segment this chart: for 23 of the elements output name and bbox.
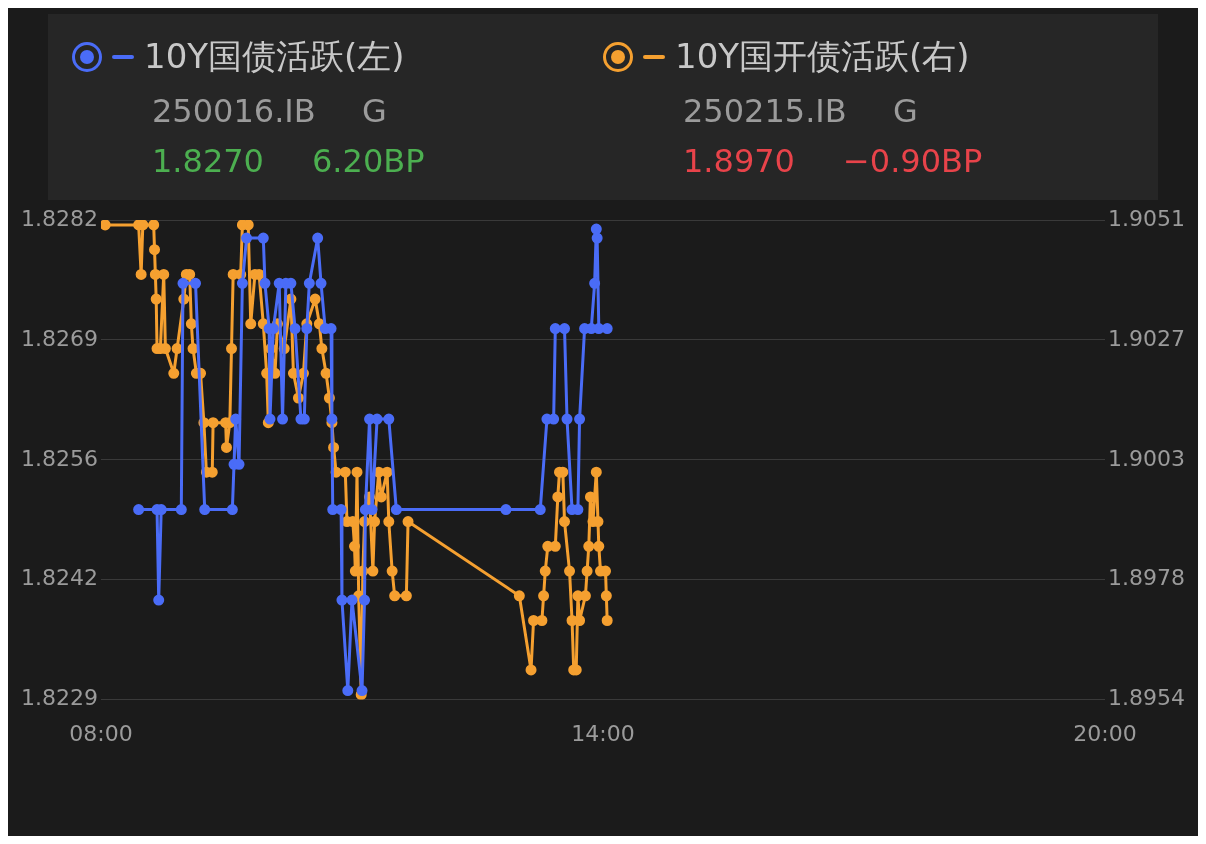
legend-label: 10Y国开债活跃(右) <box>675 35 970 78</box>
x-tick-label: 20:00 <box>1073 720 1137 746</box>
x-tick-label: 08:00 <box>69 720 133 746</box>
text: G <box>362 92 387 130</box>
y-tick-label: 1.8256 <box>20 445 98 471</box>
y-tick-label: 1.8242 <box>20 565 98 591</box>
text: 250016.IB <box>152 92 317 130</box>
x-tick-label: 14:00 <box>571 720 635 746</box>
y2-tick-label: 1.8978 <box>1108 565 1186 591</box>
text: 1.8270 <box>152 142 265 180</box>
text: 1.8970 <box>683 142 796 180</box>
y-tick-label: 1.8282 <box>20 205 98 231</box>
text: −0.90BP <box>843 142 983 180</box>
text: 250215.IB <box>683 92 848 130</box>
y2-tick-label: 1.9003 <box>1108 445 1186 471</box>
y2-tick-label: 1.8954 <box>1108 685 1186 711</box>
text: G <box>893 92 918 130</box>
y-tick-label: 1.8269 <box>20 325 98 351</box>
y2-tick-label: 1.9051 <box>1108 205 1186 231</box>
y-tick-label: 1.8229 <box>20 685 98 711</box>
text: 6.20BP <box>312 142 425 180</box>
y2-tick-label: 1.9027 <box>1108 325 1186 351</box>
legend-label: 10Y国债活跃(左) <box>144 35 405 78</box>
